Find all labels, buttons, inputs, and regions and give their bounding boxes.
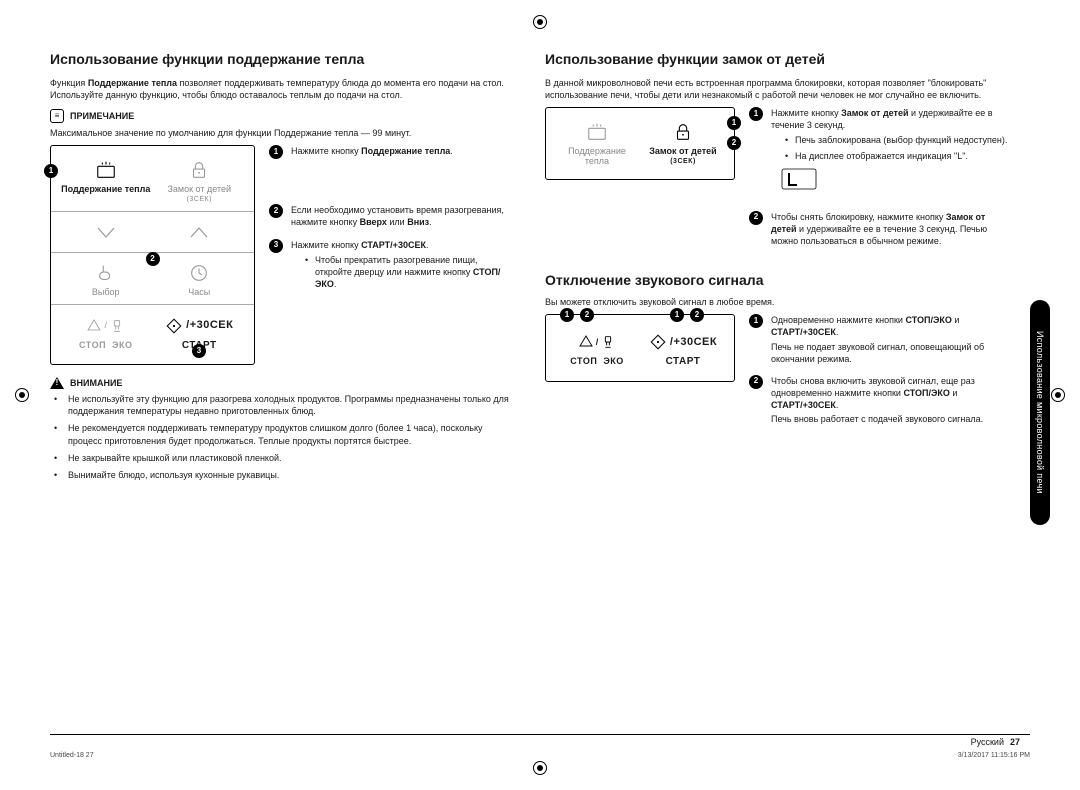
- footer-rule: [50, 734, 1030, 735]
- left-column: Использование функции поддержание тепла …: [50, 50, 515, 486]
- cl-step-2: 2: [749, 211, 763, 225]
- keep-warm-block: 1 Поддержание тепла Замок от детей (3СЕК: [50, 145, 515, 365]
- note-text: Максимальное значение по умолчанию для ф…: [50, 127, 515, 139]
- intro-sound-off: Вы можете отключить звуковой сигнал в лю…: [545, 296, 1010, 308]
- crop-mark-top: [533, 15, 547, 29]
- clock-icon: [155, 259, 245, 287]
- intro-child-lock: В данной микроволновой печи есть встроен…: [545, 77, 1010, 101]
- sound-off-block: 1 2 1 2 / /+30СЕК СТОП ЭКО: [545, 314, 1010, 435]
- heading-sound-off: Отключение звукового сигнала: [545, 271, 1010, 290]
- start-icon-2: [649, 333, 667, 351]
- control-panel-sound: 1 2 1 2 / /+30СЕК СТОП ЭКО: [545, 314, 735, 382]
- stop-icon: [86, 318, 102, 334]
- crop-mark-bottom: [533, 761, 547, 775]
- child-lock-steps: 1 Нажмите кнопку Замок от детей и удержи…: [749, 107, 1010, 257]
- step-2-text: Если необходимо установить время разогре…: [291, 204, 515, 228]
- footer: Untitled-18 27 3/13/2017 11:15:16 PM: [50, 751, 1030, 760]
- cl-step-1-text: Нажмите кнопку Замок от детей и удержива…: [771, 107, 1010, 201]
- control-panel-child-lock: 1 2 Поддержание тепла Замок от детей: [545, 107, 735, 180]
- so-step-2: 2: [749, 375, 763, 389]
- footer-right: 3/13/2017 11:15:16 PM: [958, 751, 1030, 760]
- heading-child-lock: Использование функции замок от детей: [545, 50, 1010, 69]
- step-3-text: Нажмите кнопку СТАРТ/+30СЕК. Чтобы прекр…: [291, 239, 515, 294]
- crop-mark-right: [1051, 388, 1065, 402]
- lock-icon-2: [642, 118, 724, 146]
- start-icon: [165, 317, 183, 335]
- heading-keep-warm: Использование функции поддержание тепла: [50, 50, 515, 69]
- cl-step-2-text: Чтобы снять блокировку, нажмите кнопку З…: [771, 211, 1010, 247]
- so-step-1: 1: [749, 314, 763, 328]
- select-icon: [61, 259, 151, 287]
- marker-1: 1: [44, 164, 58, 178]
- step-num-2: 2: [269, 204, 283, 218]
- down-icon: [61, 218, 151, 246]
- page-columns: Использование функции поддержание тепла …: [50, 50, 1030, 486]
- marker-cl-1: 1: [727, 116, 741, 130]
- marker-s-2a: 2: [580, 308, 594, 322]
- right-column: Использование функции замок от детей В д…: [545, 50, 1030, 486]
- keep-warm-icon-2: [556, 118, 638, 146]
- marker-cl-2: 2: [727, 136, 741, 150]
- crop-mark-left: [15, 388, 29, 402]
- keep-warm-steps: 1 Нажмите кнопку Поддержание тепла. 2 Ес…: [269, 145, 515, 303]
- keep-warm-icon: [61, 156, 151, 184]
- step-num-3: 3: [269, 239, 283, 253]
- so-step-2-text: Чтобы снова включить звуковой сигнал, ещ…: [771, 375, 1010, 426]
- child-lock-block: 1 2 Поддержание тепла Замок от детей: [545, 107, 1010, 257]
- cl-step-1: 1: [749, 107, 763, 121]
- side-tab: Использование микроволновой печи: [1030, 300, 1050, 525]
- so-step-1-text: Одновременно нажмите кнопки СТОП/ЭКО и С…: [771, 314, 1010, 365]
- control-panel-keep-warm: 1 Поддержание тепла Замок от детей (3СЕК: [50, 145, 255, 365]
- marker-2: 2: [146, 252, 160, 266]
- marker-s-1a: 1: [560, 308, 574, 322]
- warning-icon: [50, 377, 64, 389]
- page-number: Русский27: [971, 736, 1020, 748]
- warning-list: Не используйте эту функцию для разогрева…: [50, 393, 515, 481]
- eco-icon: [109, 318, 125, 334]
- eco-icon-2: [600, 334, 616, 350]
- warning-row: ВНИМАНИЕ: [50, 377, 515, 389]
- marker-3: 3: [192, 344, 206, 358]
- marker-s-1b: 1: [670, 308, 684, 322]
- marker-s-2b: 2: [690, 308, 704, 322]
- sound-off-steps: 1 Одновременно нажмите кнопки СТОП/ЭКО и…: [749, 314, 1010, 435]
- up-icon: [155, 218, 245, 246]
- intro-keep-warm: Функция Поддержание тепла позволяет подд…: [50, 77, 515, 101]
- note-icon: ≡: [50, 109, 64, 123]
- step-1-text: Нажмите кнопку Поддержание тепла.: [291, 145, 515, 157]
- lock-icon: [155, 156, 245, 184]
- footer-left: Untitled-18 27: [50, 751, 94, 760]
- display-L-icon: [781, 168, 1010, 193]
- note-label: ПРИМЕЧАНИЕ: [70, 110, 134, 122]
- note-row: ≡ ПРИМЕЧАНИЕ: [50, 109, 515, 123]
- warning-label: ВНИМАНИЕ: [70, 377, 122, 389]
- stop-icon-2: [578, 334, 594, 350]
- step-num-1: 1: [269, 145, 283, 159]
